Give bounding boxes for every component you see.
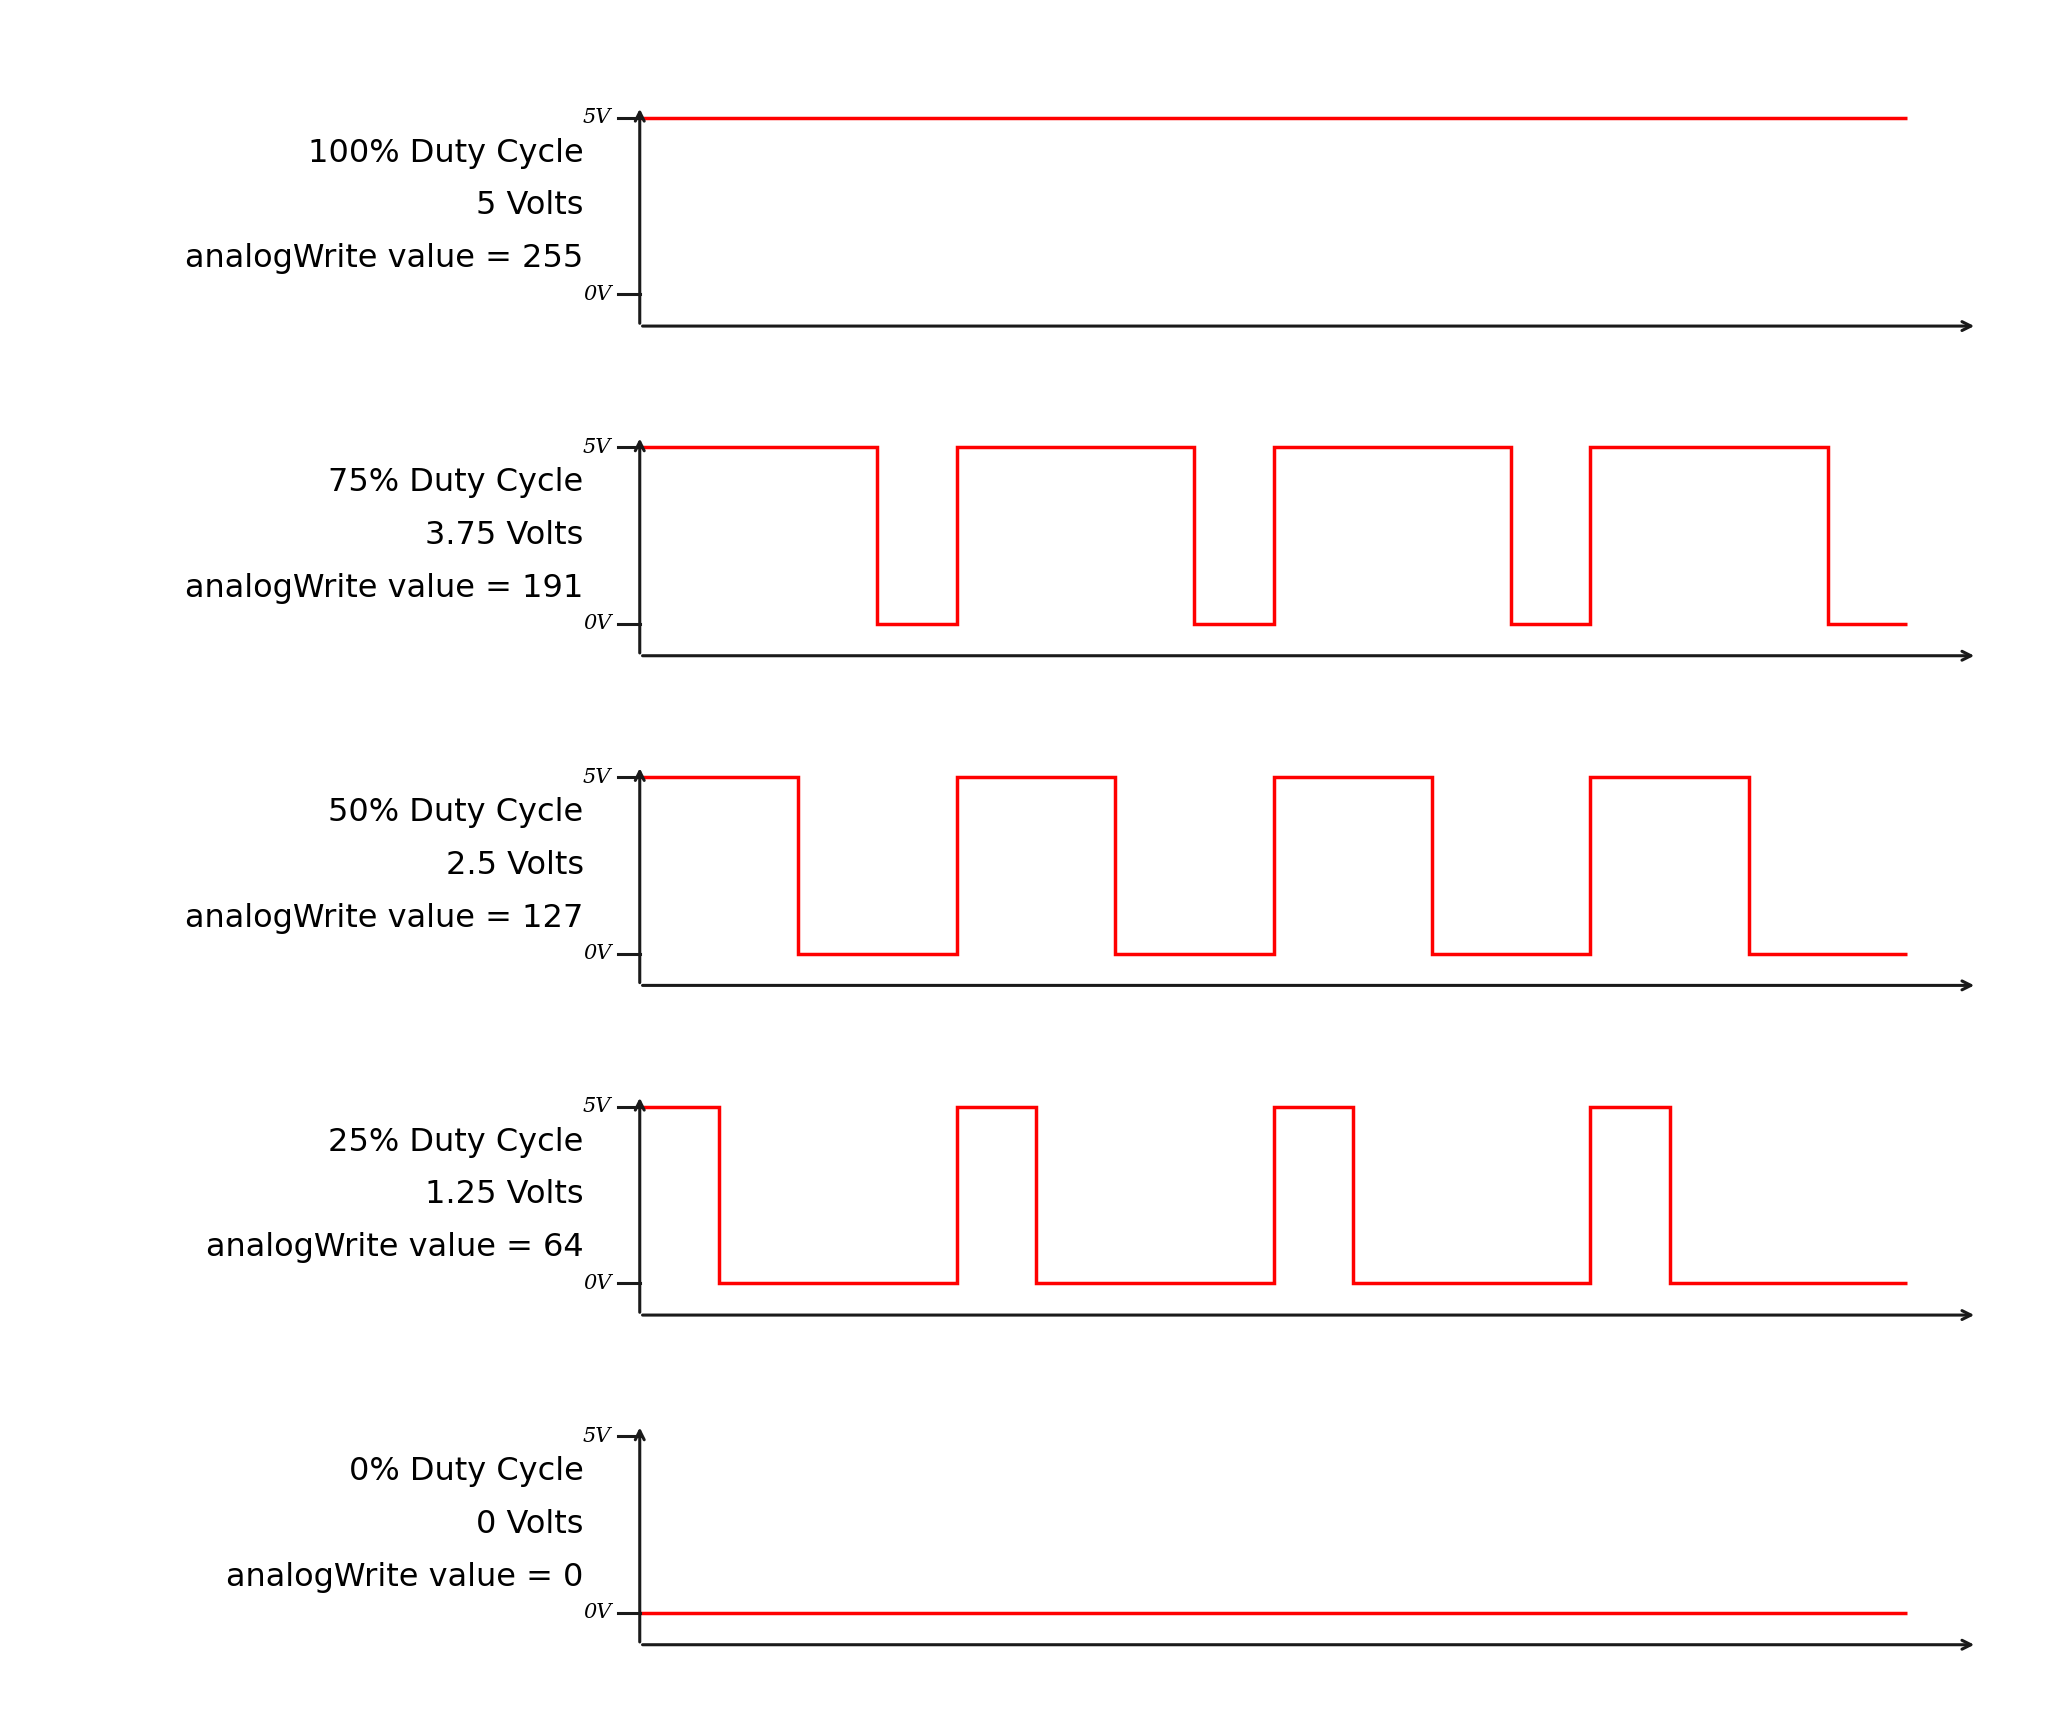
Text: 2.5 Volts: 2.5 Volts bbox=[446, 850, 584, 881]
Text: 5V: 5V bbox=[584, 767, 610, 786]
Text: 75% Duty Cycle: 75% Duty Cycle bbox=[328, 467, 584, 498]
Text: 0V: 0V bbox=[584, 944, 610, 963]
Text: analogWrite value = 0: analogWrite value = 0 bbox=[227, 1562, 584, 1593]
Text: 0 Volts: 0 Volts bbox=[477, 1509, 584, 1540]
Text: 0V: 0V bbox=[584, 1604, 610, 1623]
Text: analogWrite value = 64: analogWrite value = 64 bbox=[207, 1233, 584, 1264]
Text: 5V: 5V bbox=[584, 438, 610, 457]
Text: 0V: 0V bbox=[584, 1274, 610, 1293]
Text: 5V: 5V bbox=[584, 108, 610, 127]
Text: 1.25 Volts: 1.25 Volts bbox=[426, 1180, 584, 1210]
Text: 100% Duty Cycle: 100% Duty Cycle bbox=[307, 137, 584, 168]
Text: 0V: 0V bbox=[584, 285, 610, 304]
Text: 50% Duty Cycle: 50% Duty Cycle bbox=[328, 797, 584, 828]
Text: analogWrite value = 255: analogWrite value = 255 bbox=[186, 244, 584, 275]
Text: 0% Duty Cycle: 0% Duty Cycle bbox=[348, 1456, 584, 1487]
Text: 5 Volts: 5 Volts bbox=[477, 191, 584, 221]
Text: 3.75 Volts: 3.75 Volts bbox=[426, 520, 584, 551]
Text: 5V: 5V bbox=[584, 1427, 610, 1446]
Text: 25% Duty Cycle: 25% Duty Cycle bbox=[328, 1126, 584, 1157]
Text: 5V: 5V bbox=[584, 1097, 610, 1116]
Text: 0V: 0V bbox=[584, 615, 610, 634]
Text: analogWrite value = 191: analogWrite value = 191 bbox=[184, 573, 584, 604]
Text: analogWrite value = 127: analogWrite value = 127 bbox=[184, 903, 584, 934]
